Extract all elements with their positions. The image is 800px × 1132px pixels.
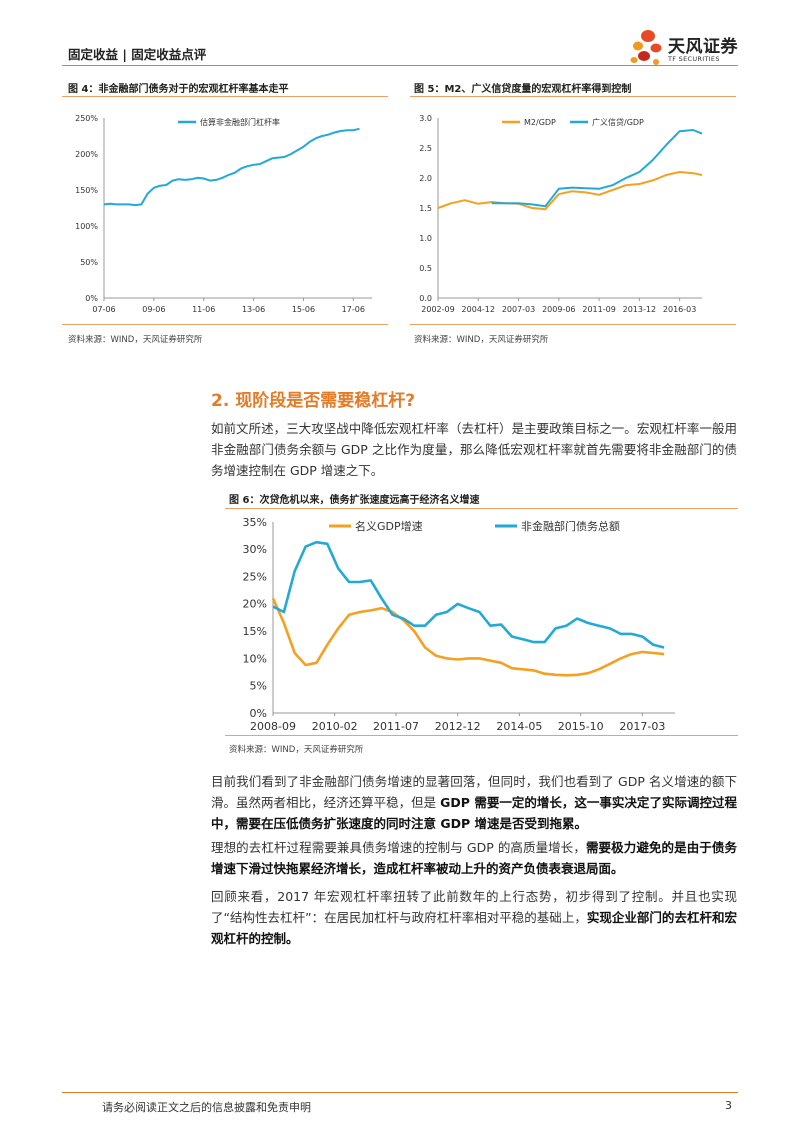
- series-line-1: [437, 171, 703, 211]
- logo-english-name: TF SECURITIES: [668, 55, 720, 63]
- fig5-chart: 0.0 0.5 1.0 1.5 2.0 2.5 3.0 2002-09 2004-12 2007-…: [419, 114, 703, 314]
- x-tick-label: 2014-05: [496, 720, 542, 732]
- paragraph-4: 回顾来看，2017 年宏观杠杆率扭转了此前数年的上行态势，初步得到了控制。并且也…: [211, 886, 737, 949]
- logo-mark-icon: [630, 30, 662, 65]
- paragraph-2-text: 目前我们看到了非金融部门债务增速的显著回落，但同时，我们也看到了 GDP 名义增…: [211, 774, 737, 810]
- x-tick-label: 09-06: [142, 305, 165, 314]
- section-title: 2. 现阶段是否需要稳杠杆?: [211, 391, 416, 411]
- paragraph-3-emphasis: 需要极力避免的是由于债务增速下滑过快拖累经济增长，造成杠杆率被动上升的资产负债表…: [211, 840, 737, 876]
- series-line-1: [271, 597, 665, 677]
- fig4-title: 图 4：非金融部门债务对于的宏观杠杆率基本走平: [68, 84, 289, 95]
- y-tick-label: 0%: [250, 707, 267, 720]
- x-tick-label: 07-06: [92, 305, 115, 314]
- x-tick-label: 2016-03: [663, 305, 696, 314]
- x-tick-label: 2011-09: [582, 305, 615, 314]
- paragraph-1: 如前文所述，三大攻坚战中降低宏观杠杆率（去杠杆）是主要政策目标之一。宏观杠杆率一…: [211, 421, 737, 478]
- fig6-frame: [225, 508, 738, 736]
- x-tick-label: 2004-12: [462, 305, 495, 314]
- series-line-2: [491, 129, 703, 208]
- y-tick-label: 100%: [75, 222, 98, 231]
- legend-label-1: 估算非金融部门杠杆率: [200, 117, 280, 127]
- x-tick-label: 15-06: [292, 305, 315, 314]
- paragraph-3: 理想的去杠杆过程需要兼具债务增速的控制与 GDP 的高质量增长，需要极力避免的是…: [211, 837, 737, 879]
- y-tick-label: 0.5: [419, 264, 432, 273]
- x-tick-label: 17-06: [342, 305, 365, 314]
- x-tick-label: 2002-09: [421, 305, 454, 314]
- y-tick-label: 5%: [250, 680, 267, 693]
- x-tick-label: 2015-10: [558, 720, 604, 732]
- y-tick-label: 1.5: [419, 204, 432, 213]
- y-tick-label: 200%: [75, 150, 98, 159]
- fig6-source: 资料来源：WIND，天风证券研究所: [229, 745, 364, 755]
- series-line-2: [272, 540, 665, 649]
- fig4-source: 资料来源：WIND，天风证券研究所: [68, 335, 203, 345]
- header-rule: [62, 65, 738, 66]
- x-tick-label: 2009-06: [542, 305, 575, 314]
- paragraph-3-text: 理想的去杠杆过程需要兼具债务增速的控制与 GDP 的高质量增长，: [211, 840, 586, 855]
- paragraph-4-emphasis: 实现企业部门的去杠杆和宏观杠杆的控制。: [211, 910, 737, 946]
- footer-rule: [62, 1092, 738, 1093]
- fig6-title: 图 6：次贷危机以来，债务扩张速度远高于经济名义增速: [229, 495, 480, 506]
- paragraph-2: 目前我们看到了非金融部门债务增速的显著回落，但同时，我们也看到了 GDP 名义增…: [211, 771, 737, 834]
- legend-label-1: M2/GDP: [524, 118, 556, 127]
- y-tick-label: 0.0: [419, 294, 432, 303]
- fig5-title: 图 5：M2、广义信贷度量的宏观杠杆率得到控制: [414, 84, 632, 95]
- x-tick-label: 2011-07: [373, 720, 419, 732]
- series-line-1: [103, 127, 360, 207]
- paragraph-4-text: 回顾来看，2017 年宏观杠杆率扭转了此前数年的上行态势，初步得到了控制。并且也…: [211, 889, 737, 925]
- company-logo: 天风证券 TF SECURITIES: [626, 26, 756, 72]
- y-tick-label: 35%: [243, 516, 267, 529]
- x-tick-label: 2012-12: [435, 720, 481, 732]
- fig4-chart: 0% 50% 100% 150% 200% 250% 07-06 09-06 11-06 13-0…: [75, 114, 372, 314]
- y-tick-label: 30%: [243, 543, 267, 556]
- x-tick-label: 11-06: [192, 305, 215, 314]
- y-tick-label: 150%: [75, 186, 98, 195]
- y-tick-label: 15%: [243, 625, 267, 638]
- logo-chinese-name: 天风证券: [668, 37, 738, 57]
- x-tick-label: 2007-03: [502, 305, 535, 314]
- x-tick-label: 13-06: [242, 305, 265, 314]
- header-section-label: 固定收益 | 固定收益点评: [68, 47, 207, 62]
- y-tick-label: 10%: [243, 652, 267, 665]
- y-tick-label: 3.0: [419, 114, 432, 123]
- footer-disclaimer: 请务必阅读正文之后的信息披露和免责申明: [102, 1101, 311, 1114]
- y-tick-label: 50%: [80, 258, 98, 267]
- y-tick-label: 20%: [243, 598, 267, 611]
- legend-label-2: 非金融部门债务总额: [521, 519, 620, 533]
- paragraph-2-emphasis: GDP 需要一定的增长，这一事实决定了实际调控过程中，需要在压低债务扩张速度的同…: [211, 795, 737, 831]
- fig5-source: 资料来源：WIND，天风证券研究所: [414, 335, 549, 345]
- y-tick-label: 2.0: [419, 174, 432, 183]
- legend-label-2: 广义信贷/GDP: [592, 117, 644, 127]
- y-tick-label: 250%: [75, 114, 98, 123]
- y-tick-label: 1.0: [419, 234, 432, 243]
- x-tick-label: 2017-03: [619, 720, 665, 732]
- fig4-frame: [62, 96, 388, 325]
- y-tick-label: 0%: [85, 294, 98, 303]
- y-tick-label: 25%: [243, 570, 267, 583]
- page-number: 3: [725, 1099, 732, 1112]
- x-tick-label: 2010-02: [312, 720, 358, 732]
- fig6-chart: 0% 5% 10% 15% 20% 25% 30% 35% 2008-09 2010-02 2011…: [243, 516, 675, 732]
- x-tick-label: 2013-12: [623, 305, 656, 314]
- x-tick-label: 2008-09: [250, 720, 296, 732]
- y-tick-label: 2.5: [419, 144, 432, 153]
- fig5-frame: [410, 96, 736, 325]
- legend-label-1: 名义GDP增速: [355, 519, 423, 533]
